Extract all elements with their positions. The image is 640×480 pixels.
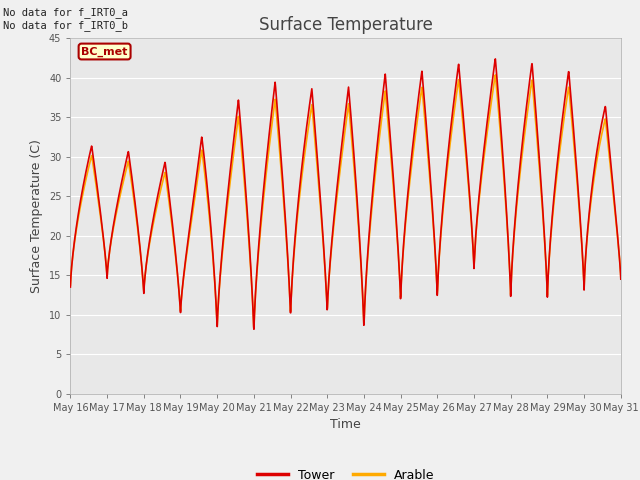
Arable [569, 127, 577, 132]
Y-axis label: Surface Temperature (C): Surface Temperature (C) [30, 139, 44, 293]
Text: BC_met: BC_met [81, 47, 128, 57]
X-axis label: Time: Time [330, 418, 361, 431]
Line: Arable: Arable [70, 75, 621, 328]
Tower [67, 284, 74, 290]
Arable [67, 282, 74, 288]
Tower [250, 326, 258, 332]
Tower [584, 224, 592, 229]
Tower [220, 229, 228, 235]
Arable [250, 325, 258, 331]
Arable [506, 272, 514, 278]
Arable [584, 227, 592, 233]
Title: Surface Temperature: Surface Temperature [259, 16, 433, 34]
Tower [374, 138, 381, 144]
Arable [362, 286, 369, 291]
Arable [492, 72, 499, 78]
Tower [492, 56, 499, 62]
Line: Tower: Tower [70, 59, 621, 329]
Tower [569, 115, 577, 121]
Tower [362, 284, 369, 290]
Arable [374, 150, 381, 156]
Arable [617, 274, 625, 280]
Text: No data for f_IRT0_a
No data for f_IRT0_b: No data for f_IRT0_a No data for f_IRT0_… [3, 7, 128, 31]
Tower [617, 276, 625, 282]
Legend: Tower, Arable: Tower, Arable [252, 464, 440, 480]
Arable [220, 235, 228, 241]
Tower [506, 273, 514, 278]
